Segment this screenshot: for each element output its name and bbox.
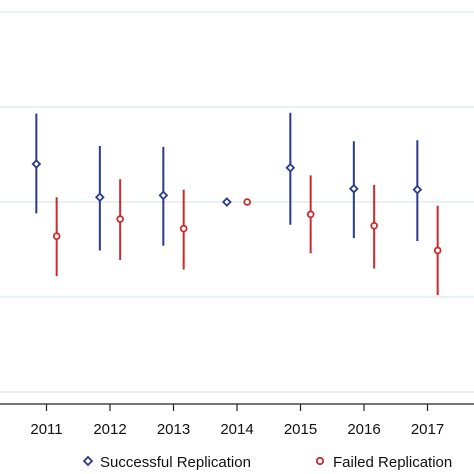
data-point — [94, 192, 105, 203]
data-point — [285, 162, 296, 173]
data-point — [52, 232, 61, 241]
legend-failed-label: Failed Replication — [333, 454, 452, 471]
x-tick-label: 2012 — [93, 421, 126, 438]
legend: Successful Replication Failed Replicatio… — [82, 454, 452, 471]
series-failed — [52, 175, 442, 296]
x-tick-label: 2016 — [347, 421, 380, 438]
x-tick-label: 2015 — [284, 421, 317, 438]
data-point — [348, 183, 359, 194]
legend-successful-label: Successful Replication — [100, 454, 251, 471]
data-point — [221, 197, 232, 207]
gridlines — [0, 11, 474, 393]
legend-successful-marker — [82, 455, 94, 467]
data-point — [412, 184, 423, 195]
data-point — [306, 210, 315, 219]
x-tick-label: 2011 — [30, 421, 62, 438]
data-point — [116, 215, 124, 223]
data-point — [158, 190, 169, 201]
series-layer — [31, 112, 442, 296]
x-tick-label: 2013 — [157, 421, 190, 438]
data-point — [243, 198, 251, 206]
series-successful — [31, 112, 423, 251]
x-tick-label: 2017 — [411, 421, 444, 438]
x-axis-ticks: 201020112012201320142015201620172018 — [30, 404, 444, 438]
data-point — [370, 221, 378, 230]
data-point — [179, 224, 188, 233]
data-point — [31, 159, 42, 169]
x-tick-label: 2014 — [220, 421, 253, 438]
legend-failed-marker — [315, 456, 325, 466]
data-point — [433, 246, 442, 255]
